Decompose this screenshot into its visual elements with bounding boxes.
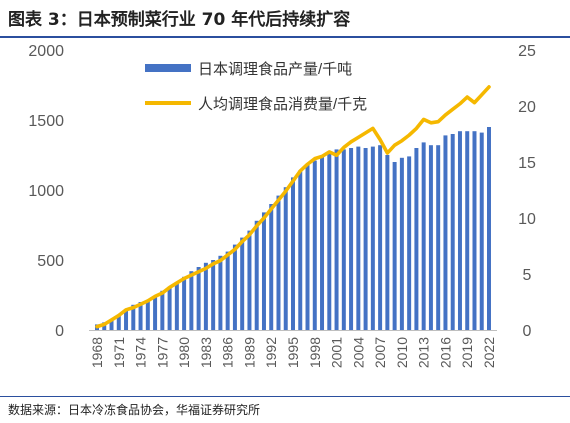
bar: [341, 149, 346, 330]
right-y-tick-label: 10: [518, 211, 536, 228]
bar: [407, 156, 412, 330]
bar: [457, 131, 462, 330]
bar: [421, 142, 426, 330]
bar: [174, 282, 179, 330]
bar: [211, 260, 216, 330]
bar: [312, 160, 317, 330]
right-y-tick-label: 15: [518, 155, 536, 172]
x-tick-label: 1968: [89, 337, 105, 368]
x-tick-label: 1983: [198, 337, 214, 368]
bar: [189, 271, 194, 330]
source-divider: [0, 396, 570, 397]
dual-axis-chart: 0 500 1000 1500 2000 0 5 10 15 20 25 1968 1971 1974…: [28, 43, 536, 368]
bar: [320, 156, 325, 330]
x-tick-label: 1995: [285, 337, 301, 368]
bar: [218, 255, 223, 330]
left-y-tick-label: 500: [37, 253, 64, 270]
bar: [305, 164, 310, 330]
left-y-tick-label: 0: [55, 323, 64, 340]
source-note: 数据来源：日本冷冻食品协会，华福证券研究所: [8, 403, 261, 417]
bar: [378, 145, 383, 330]
bar: [479, 132, 484, 330]
x-tick-label: 2007: [372, 337, 388, 368]
bar: [472, 131, 477, 330]
bar: [124, 309, 129, 330]
x-tick-label: 1977: [154, 337, 170, 368]
bar: [392, 162, 397, 330]
bar: [261, 212, 266, 330]
x-tick-label: 2013: [416, 337, 432, 368]
bar: [414, 148, 419, 330]
bar: [370, 146, 375, 330]
bar: [225, 251, 230, 330]
bar: [334, 149, 339, 330]
right-y-tick-label: 20: [518, 99, 536, 116]
legend-line-label: 人均调理食品消费量/千克: [198, 96, 367, 113]
bar: [160, 290, 165, 330]
legend-bar-swatch: [145, 64, 191, 72]
bar: [276, 195, 281, 330]
x-axis: 1968 1971 1974 1977 1980 1983 1986 1989 1992 1995…: [89, 337, 497, 368]
bar: [327, 153, 332, 330]
bar: [298, 170, 303, 330]
bar: [240, 237, 245, 330]
legend-bar-label: 日本调理食品产量/千吨: [198, 61, 352, 78]
x-tick-label: 1998: [307, 337, 323, 368]
bar: [269, 204, 274, 330]
bar: [385, 155, 390, 330]
bar: [247, 230, 252, 330]
bar: [131, 304, 136, 330]
figure-title: 图表 3：日本预制菜行业 70 年代后持续扩容: [8, 10, 351, 30]
x-tick-label: 2001: [329, 337, 345, 368]
x-tick-label: 2016: [437, 337, 453, 368]
x-tick-label: 2010: [394, 337, 410, 368]
bar: [203, 262, 208, 330]
production-bars: [95, 127, 491, 330]
bar: [145, 300, 150, 330]
left-y-tick-label: 1000: [28, 183, 64, 200]
x-tick-label: 1992: [263, 337, 279, 368]
bar: [283, 187, 288, 330]
bar: [399, 157, 404, 330]
bar: [182, 276, 187, 330]
bar: [232, 244, 237, 330]
right-y-axis: 0 5 10 15 20 25: [518, 43, 536, 340]
right-y-tick-label: 0: [523, 323, 532, 340]
bar: [153, 295, 158, 330]
bar: [363, 148, 368, 330]
left-y-tick-label: 1500: [28, 113, 64, 130]
bar: [196, 267, 201, 330]
bar: [291, 177, 295, 330]
bar: [450, 134, 455, 330]
bar: [254, 220, 259, 330]
right-y-tick-label: 5: [523, 267, 532, 284]
x-tick-label: 2022: [481, 337, 497, 368]
x-tick-label: 1974: [133, 337, 149, 368]
bar: [109, 319, 114, 330]
x-tick-label: 1980: [176, 337, 192, 368]
bar: [349, 148, 354, 330]
x-tick-label: 2004: [350, 337, 366, 368]
left-y-axis: 0 500 1000 1500 2000: [28, 43, 64, 340]
bar: [465, 131, 470, 330]
bar: [356, 146, 361, 330]
bar: [138, 302, 143, 330]
consumption-line: [95, 85, 491, 329]
x-tick-label: 1986: [220, 337, 236, 368]
bar: [167, 286, 172, 330]
x-tick-label: 1971: [111, 337, 127, 368]
right-y-tick-label: 25: [518, 43, 536, 60]
bar: [116, 314, 121, 330]
bar: [443, 135, 448, 330]
bar: [436, 145, 441, 330]
bar: [428, 145, 433, 330]
x-tick-label: 2019: [459, 337, 475, 368]
bar: [487, 127, 491, 330]
left-y-tick-label: 2000: [28, 43, 64, 60]
x-tick-label: 1989: [241, 337, 257, 368]
title-divider: [0, 36, 570, 38]
